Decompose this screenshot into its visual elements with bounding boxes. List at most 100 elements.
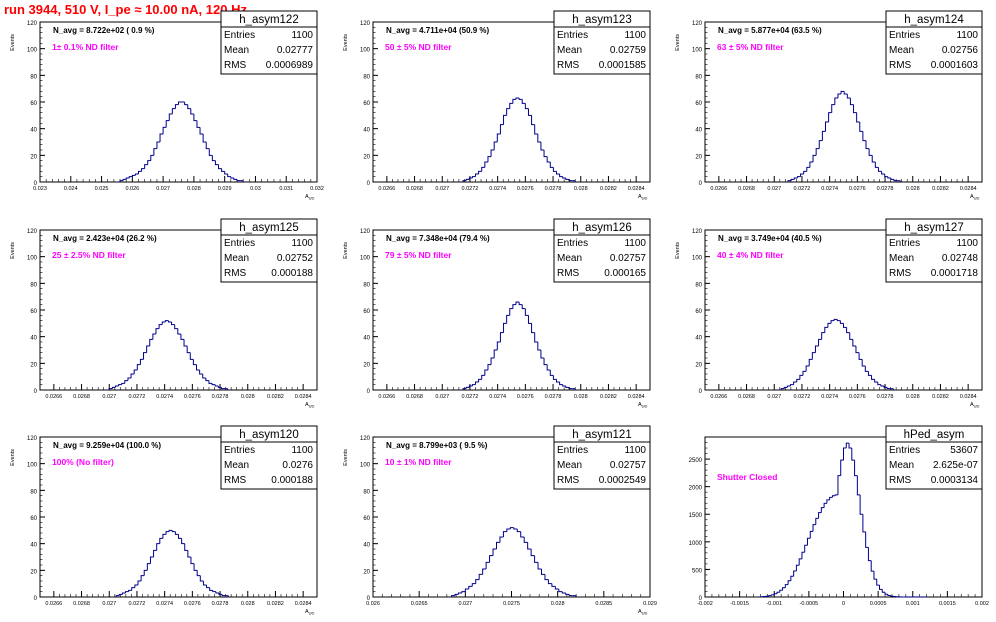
histogram-bin [202, 374, 206, 379]
histogram-bin [852, 339, 856, 347]
histogram-panel-h_asym126: 0 20 40 60 80 100 120 0.0266 0.0268 0.027 0.0272 0.… [343, 218, 651, 409]
histogram-bin [137, 170, 142, 174]
stats-value: 0.000188 [271, 475, 313, 486]
stats-label: RMS [557, 475, 580, 486]
x-tick-label: -0.002 [697, 601, 713, 607]
histogram-bin [143, 352, 147, 360]
histogram-bin [143, 569, 148, 576]
histogram-bin [828, 112, 832, 122]
histogram-bin [140, 575, 145, 581]
y-tick-label: 500 [692, 568, 703, 574]
histogram-bin [221, 594, 226, 597]
histogram-bin [776, 591, 780, 594]
histogram-bin [180, 334, 185, 340]
histogram-bin [184, 543, 188, 551]
x-axis-title-subscript: UD [309, 404, 315, 409]
stats-value: 0.000188 [271, 268, 313, 279]
x-tick-label: -0.001 [766, 601, 782, 607]
y-tick-label: 2500 [689, 458, 703, 464]
histogram-bin [531, 115, 535, 126]
histogram-bin [489, 555, 494, 563]
histogram-bin [862, 131, 867, 142]
y-tick-label: 120 [27, 229, 38, 235]
x-tick-label: 0.0282 [267, 601, 284, 607]
stats-value: 0.0003134 [931, 475, 979, 486]
histogram-bin [125, 177, 130, 180]
histogram-bin [790, 178, 795, 181]
histogram-bin [541, 569, 545, 575]
x-tick-label: 0.0272 [462, 186, 479, 192]
histogram-bin [205, 142, 210, 150]
x-tick-label: 0.028 [241, 394, 255, 400]
histogram-bin [851, 448, 855, 461]
stats-value: 0.0001718 [931, 268, 979, 279]
histogram-bin [537, 562, 542, 570]
histogram-bin [800, 173, 804, 177]
histogram-bin [802, 370, 807, 376]
stats-title: h_asym121 [572, 429, 631, 441]
x-tick-label: 0.0282 [932, 394, 949, 400]
histogram-bin [818, 140, 823, 149]
y-tick-label: 1000 [689, 541, 703, 547]
stats-value: 0.000165 [604, 268, 646, 279]
filter-annotation: 50 ± 5% ND filter [385, 42, 452, 52]
y-tick-label: 80 [30, 74, 37, 80]
histogram-bin [562, 176, 566, 179]
histogram-bin [233, 178, 237, 180]
histogram-bin [552, 167, 557, 172]
stats-label: Mean [557, 253, 582, 264]
histogram-bin [196, 364, 200, 371]
stats-value: 1100 [624, 238, 646, 249]
histogram-bin [849, 332, 853, 340]
histogram-bin [824, 326, 828, 333]
histogram-bin [787, 580, 791, 585]
run-title: run 3944, 510 V, I_pe ≈ 10.00 nA, 120 Hz [4, 2, 247, 17]
navg-label: N_avg = 3.749e+04 (40.5 %) [718, 234, 822, 243]
histogram-bin [193, 114, 197, 122]
histogram-bin [873, 571, 877, 580]
x-tick-label: 0.0284 [295, 601, 312, 607]
stats-value: 0.02757 [610, 253, 647, 264]
stats-value: 1100 [291, 238, 313, 249]
histogram-bin [492, 548, 497, 556]
histogram-bin [874, 379, 878, 383]
histogram-bin [121, 382, 125, 385]
stats-value: 53607 [950, 445, 978, 456]
histogram-bin [534, 555, 539, 563]
histogram-bin [153, 549, 157, 557]
x-tick-label: 0.0276 [849, 186, 866, 192]
histogram-bin [837, 93, 842, 98]
histogram-bin [881, 171, 885, 175]
x-tick-label: 0.0284 [960, 394, 977, 400]
histogram-bin [787, 180, 792, 182]
y-axis-title: Events [675, 34, 681, 51]
histogram-bin [824, 121, 829, 132]
histogram-bin [840, 459, 844, 476]
histogram-bin [496, 133, 501, 142]
stats-label: Entries [224, 238, 255, 249]
histogram-bin [474, 173, 479, 177]
y-tick-label: 20 [30, 569, 37, 575]
histogram-bin [465, 386, 470, 389]
x-tick-label: 0.002 [975, 601, 989, 607]
x-tick-label: 0.027 [435, 186, 449, 192]
histogram-bin [468, 585, 473, 589]
x-tick-label: 0.023 [33, 186, 47, 192]
histogram-bin [506, 108, 510, 116]
histogram-bin [149, 556, 154, 564]
histogram-bin [490, 357, 495, 365]
histogram-bin [131, 174, 136, 177]
y-tick-label: 120 [360, 229, 371, 235]
histogram-bin [484, 369, 488, 376]
x-tick-label: 0.0278 [877, 394, 894, 400]
stats-label: RMS [224, 475, 247, 486]
histogram-bin [782, 587, 786, 591]
x-tick-label: 0.029 [218, 186, 232, 192]
histogram-bin [156, 141, 161, 149]
histogram-bin [155, 328, 160, 334]
x-tick-label: 0.0266 [45, 394, 62, 400]
y-tick-label: 20 [363, 362, 370, 368]
histogram-bin [848, 443, 852, 449]
histogram-bin [559, 174, 563, 178]
stats-value: 1100 [291, 445, 313, 456]
